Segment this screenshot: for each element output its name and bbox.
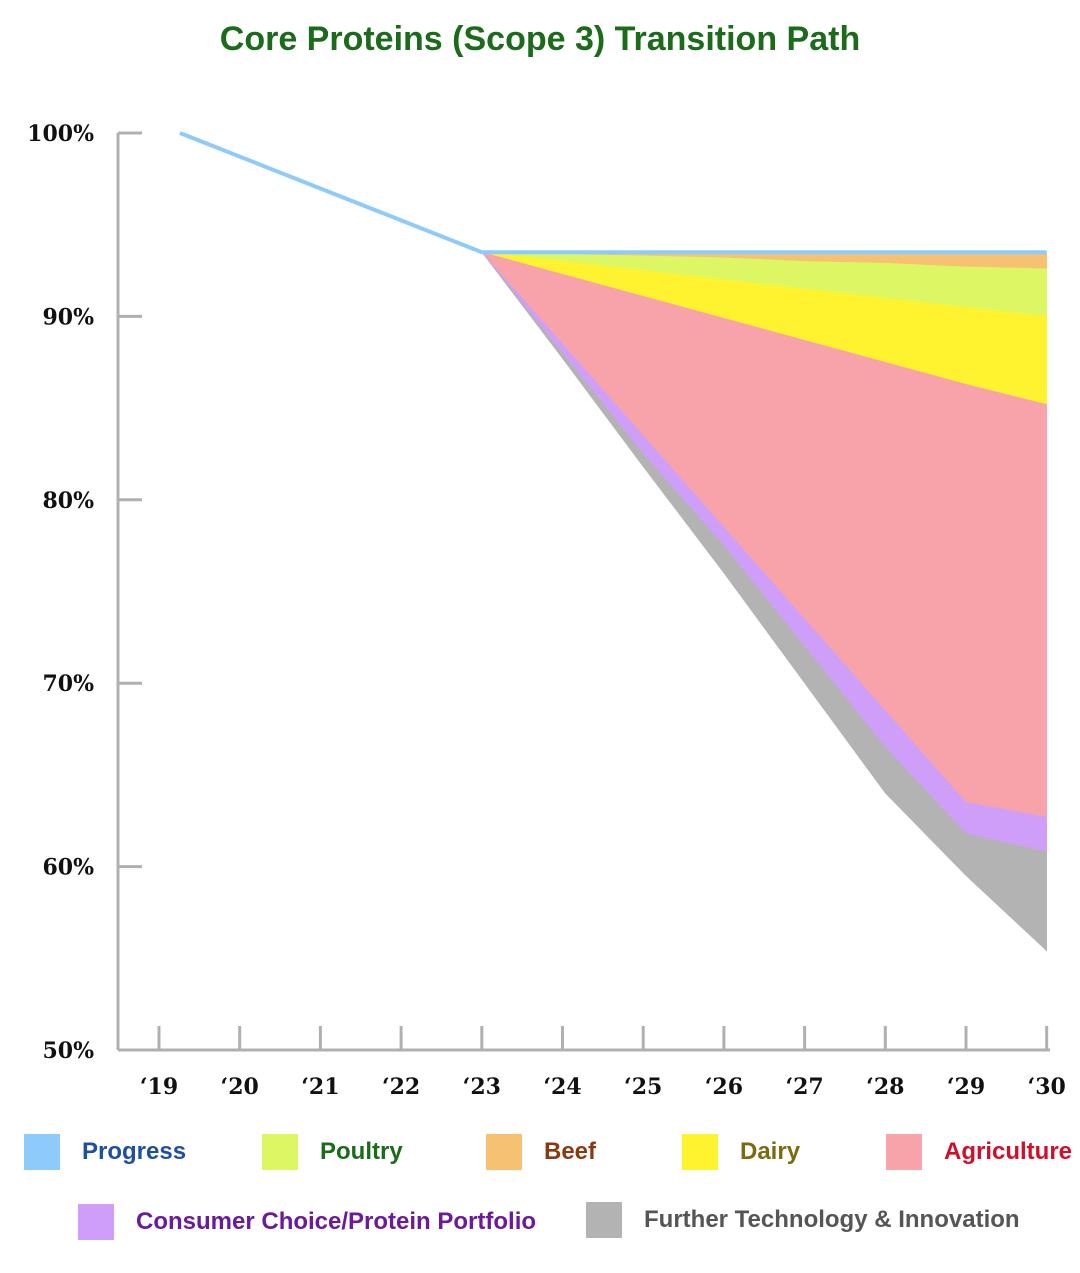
x-tick-label-9: ‘28: [866, 1074, 904, 1100]
chart-title: Core Proteins (Scope 3) Transition Path: [219, 20, 861, 58]
legend-label-agriculture: Agriculture: [944, 1138, 1073, 1165]
y-tick-label-100: 100%: [27, 121, 94, 147]
legend-item-dairy: Dairy: [682, 1134, 800, 1170]
legend-item-progress: Progress: [24, 1134, 186, 1170]
y-tick-label-60: 60%: [42, 855, 94, 881]
x-tick-label-8: ‘27: [785, 1074, 823, 1100]
x-tick-labels: ‘19 ‘20 ‘21 ‘22 ‘23 ‘24 ‘25 ‘26 ‘27 ‘28 ‘29 ‘30: [140, 1074, 1066, 1100]
area-layers: [481, 251, 1047, 952]
legend-label-consumer-choice: Consumer Choice/Protein Portfolio: [136, 1208, 537, 1235]
legend-swatch-beef: [486, 1134, 522, 1170]
legend-swatch-progress: [24, 1134, 60, 1170]
y-tick-label-70: 70%: [42, 671, 94, 697]
x-tick-label-6: ‘25: [624, 1074, 662, 1100]
x-tick-label-0: ‘19: [140, 1074, 178, 1100]
progress-line: [179, 131, 1047, 255]
x-tick-label-3: ‘22: [382, 1074, 420, 1100]
legend-label-progress: Progress: [82, 1138, 187, 1165]
legend-swatch-poultry: [262, 1134, 298, 1170]
y-tick-label-80: 80%: [42, 488, 94, 514]
legend-item-beef: Beef: [486, 1134, 596, 1170]
y-tick-labels: 100% 90% 80% 70% 60% 50%: [27, 121, 94, 1064]
legend-label-beef: Beef: [544, 1138, 597, 1165]
y-tick-label-90: 90%: [42, 304, 94, 330]
x-tick-label-1: ‘20: [221, 1074, 259, 1100]
legend-swatch-dairy: [682, 1134, 718, 1170]
x-tick-label-2: ‘21: [301, 1074, 339, 1100]
area-further-technology-innovation: [481, 252, 1047, 952]
y-tick-label-50: 50%: [42, 1038, 94, 1064]
x-tick-label-11: ‘30: [1028, 1074, 1066, 1100]
x-tick-label-10: ‘29: [947, 1074, 985, 1100]
legend-item-poultry: Poultry: [262, 1134, 403, 1170]
legend-item-agriculture: Agriculture: [886, 1134, 1072, 1170]
legend-item-consumer-choice: Consumer Choice/Protein Portfolio: [78, 1204, 536, 1240]
legend-label-dairy: Dairy: [740, 1138, 801, 1165]
legend-swatch-consumer-choice: [78, 1204, 114, 1240]
legend-label-poultry: Poultry: [320, 1138, 403, 1165]
legend-swatch-further-technology: [586, 1202, 622, 1238]
legend-item-further-technology: Further Technology & Innovation: [586, 1202, 1020, 1238]
legend-label-further-technology: Further Technology & Innovation: [644, 1206, 1020, 1233]
x-tick-label-4: ‘23: [463, 1074, 501, 1100]
x-tick-label-7: ‘26: [705, 1074, 743, 1100]
axes: [116, 131, 1050, 1052]
progress-line-group: [179, 131, 1047, 255]
legend-swatch-agriculture: [886, 1134, 922, 1170]
x-tick-label-5: ‘24: [543, 1074, 581, 1100]
